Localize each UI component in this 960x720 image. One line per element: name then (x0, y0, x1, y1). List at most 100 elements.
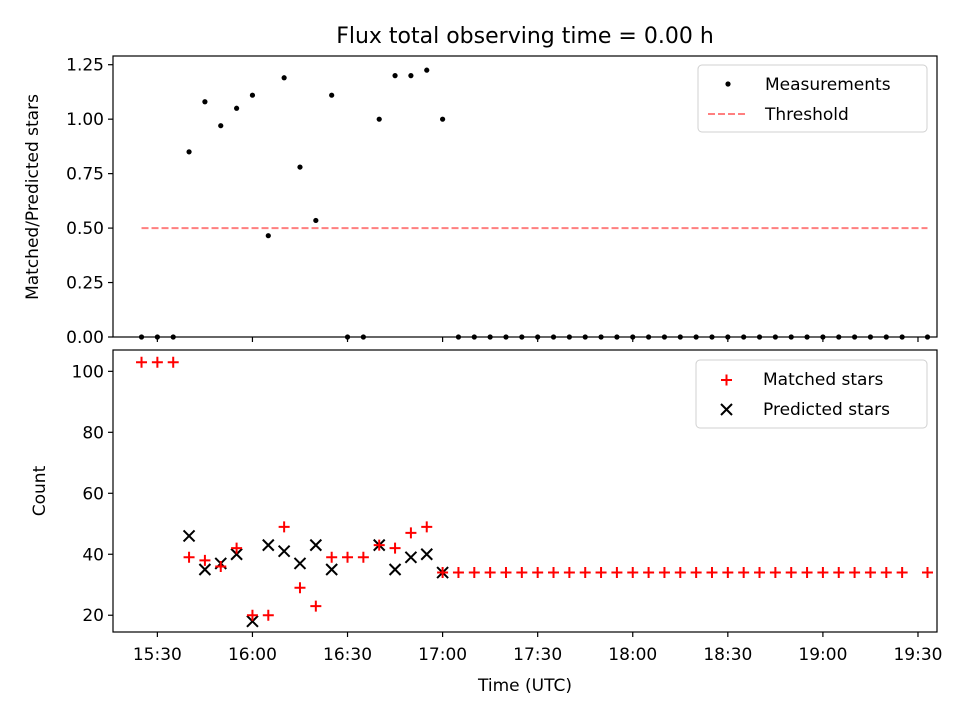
matched-star-marker (484, 567, 496, 579)
bottom-panel: 20 40 60 80 100 15:30 16:00 16:30 17:00 17:30 18:… (30, 349, 942, 696)
matched-star-marker (262, 609, 274, 621)
x-tick-label: 18:30 (703, 645, 752, 665)
bottom-legend-box (695, 359, 928, 429)
matched-star-marker (231, 542, 243, 554)
matched-star-marker (389, 542, 401, 554)
matched-star-marker (627, 567, 639, 579)
bottom-y-tick-label: 40 (82, 545, 104, 565)
matched-star-marker (548, 567, 560, 579)
predicted-star-marker (325, 563, 338, 576)
legend-threshold-label: Threshold (764, 105, 849, 125)
measurement-point (297, 164, 303, 170)
predicted-star-marker (182, 529, 196, 543)
matched-star-marker (611, 567, 623, 579)
bottom-y-axis: 20 40 60 80 100 (72, 362, 113, 626)
measurement-point (329, 92, 335, 98)
measurement-point (249, 92, 256, 98)
chart-title: Flux total observing time = 0.00 h (336, 24, 714, 49)
bottom-y-tick-label: 20 (82, 606, 104, 626)
matched-star-marker (563, 567, 575, 579)
matched-star-marker (674, 567, 686, 579)
measurement-point (424, 67, 430, 73)
matched-star-marker (516, 567, 528, 579)
top-axes-frame (112, 55, 938, 338)
matched-star-marker (722, 567, 734, 579)
matched-star-marker (896, 567, 908, 579)
top-y-tick-label: 0.00 (66, 328, 104, 348)
matched-star-marker (754, 567, 766, 579)
top-x-ticks (156, 337, 919, 342)
measurement-point (218, 123, 224, 129)
matched-star-marker (690, 567, 702, 579)
matched-star-marker (595, 567, 607, 579)
matched-star-marker (658, 567, 670, 579)
matched-star-marker (437, 567, 449, 579)
matched-star-marker (880, 567, 892, 579)
predicted-star-marker (277, 545, 291, 558)
matched-star-marker (326, 551, 338, 563)
measurement-point (392, 73, 398, 79)
x-tick-label: 16:30 (323, 645, 372, 665)
bottom-axes-frame (112, 349, 938, 633)
legend-predicted-marker (720, 403, 733, 416)
matched-star-marker (151, 356, 163, 368)
predicted-star-marker (388, 563, 402, 576)
bottom-plot-area (136, 356, 933, 628)
matched-star-marker (706, 567, 718, 579)
bottom-y-tick-label: 80 (82, 423, 104, 443)
matched-star-marker (452, 567, 464, 579)
legend-matched-marker (721, 374, 732, 386)
measurement-point (186, 149, 192, 155)
matched-star-marker (294, 582, 306, 594)
matched-star-marker (167, 356, 179, 368)
predicted-star-marker (246, 615, 259, 628)
measurement-point (234, 105, 240, 111)
x-tick-label: 17:30 (513, 645, 562, 665)
predicted-star-marker (404, 551, 418, 564)
matched-star-marker (738, 567, 750, 579)
measurement-point (440, 116, 446, 122)
matched-star-marker (421, 521, 433, 533)
matched-star-marker (199, 554, 211, 566)
matched-star-marker (849, 567, 861, 579)
bottom-y-tick-label: 60 (82, 484, 104, 504)
legend-matched-label: Matched stars (763, 370, 883, 390)
predicted-star-marker (420, 548, 433, 561)
top-legend-box (697, 64, 928, 133)
x-axis-label: Time (UTC) (477, 676, 572, 696)
matched-star-marker (310, 600, 322, 612)
top-panel: 0.00 0.25 0.50 0.75 1.00 1.25 Matched/Predict… (23, 55, 938, 348)
bottom-y-axis-label: Count (30, 465, 50, 516)
top-y-axis: 0.00 0.25 0.50 0.75 1.00 1.25 (66, 56, 113, 348)
matched-star-marker (643, 567, 655, 579)
matched-star-marker (532, 567, 544, 579)
matched-star-marker (405, 527, 417, 539)
legend-measurements-marker (725, 81, 731, 87)
measurement-point (408, 73, 414, 79)
matched-star-marker (817, 567, 829, 579)
measurement-point (202, 99, 208, 105)
x-tick-label: 18:00 (608, 645, 657, 665)
bottom-legend: Matched stars Predicted stars (695, 359, 928, 429)
matched-star-marker (921, 567, 933, 579)
predicted-star-marker (230, 548, 243, 561)
matched-star-marker (785, 567, 797, 579)
matched-star-marker (373, 539, 385, 551)
bottom-x-axis: 15:30 16:00 16:30 17:00 17:30 18:00 18:30 19:00… (133, 632, 942, 665)
bottom-y-tick-label: 100 (72, 362, 104, 382)
predicted-star-marker (293, 557, 307, 570)
predicted-star-marker (262, 538, 275, 552)
top-y-axis-label: Matched/Predicted stars (23, 94, 43, 300)
top-y-tick-label: 1.00 (66, 110, 104, 130)
top-legend: Measurements Threshold (697, 64, 928, 133)
measurement-point (376, 116, 382, 122)
x-tick-label: 15:30 (133, 645, 182, 665)
matched-star-marker (136, 356, 148, 368)
matched-star-marker (579, 567, 591, 579)
matched-star-marker (357, 551, 369, 563)
measurement-point (281, 75, 287, 81)
matched-star-marker (215, 560, 227, 572)
measurement-point (265, 233, 271, 239)
matched-star-marker (468, 567, 480, 579)
